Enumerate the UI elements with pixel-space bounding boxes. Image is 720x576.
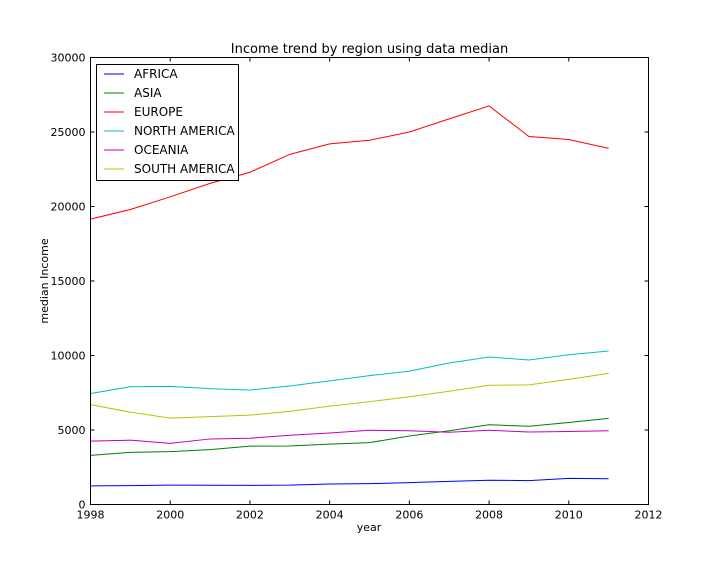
legend-label-oceania: OCEANIA (134, 143, 189, 157)
y-tick-label: 15000 (51, 275, 86, 288)
x-axis-title: year (357, 521, 382, 534)
legend-label-north-america: NORTH AMERICA (134, 124, 235, 138)
x-tick-label: 1998 (77, 509, 105, 522)
plot-lines (90, 105, 609, 487)
legend-label-south-america: SOUTH AMERICA (134, 162, 235, 176)
y-tick-label: 10000 (51, 350, 86, 363)
series-line-asia (90, 417, 609, 456)
y-axis-title: median Income (38, 238, 51, 323)
legend: AFRICA ASIA EUROPE NORTH AMERICA OCEANIA SOUT… (96, 64, 239, 181)
x-tick-label: 2006 (395, 509, 423, 522)
series-line-north-america (90, 350, 609, 394)
legend-label-asia: ASIA (134, 86, 162, 100)
y-tick-label: 0 (79, 499, 86, 512)
x-tick-label: 2008 (475, 509, 503, 522)
y-tick-label: 25000 (51, 126, 86, 139)
series-line-europe (90, 105, 609, 220)
y-axis: 0 5000 10000 15000 20000 25000 30000 (51, 52, 649, 512)
x-tick-label: 2002 (236, 509, 264, 522)
y-tick-label: 20000 (51, 201, 86, 214)
y-tick-label: 5000 (58, 424, 86, 437)
chart-title: Income trend by region using data median (231, 42, 508, 57)
x-tick-label: 2010 (555, 509, 583, 522)
legend-box (96, 64, 239, 181)
x-tick-label: 2012 (635, 509, 663, 522)
legend-label-africa: AFRICA (134, 67, 178, 81)
x-tick-label: 2000 (156, 509, 184, 522)
x-axis: 1998 2000 2002 2004 2006 2008 2010 2012 (77, 57, 663, 522)
legend-label-europe: EUROPE (134, 105, 183, 119)
series-line-south-america (90, 372, 609, 419)
series-line-africa (90, 477, 609, 487)
x-tick-label: 2004 (316, 509, 344, 522)
series-line-oceania (90, 429, 609, 444)
y-tick-label: 30000 (51, 52, 86, 65)
